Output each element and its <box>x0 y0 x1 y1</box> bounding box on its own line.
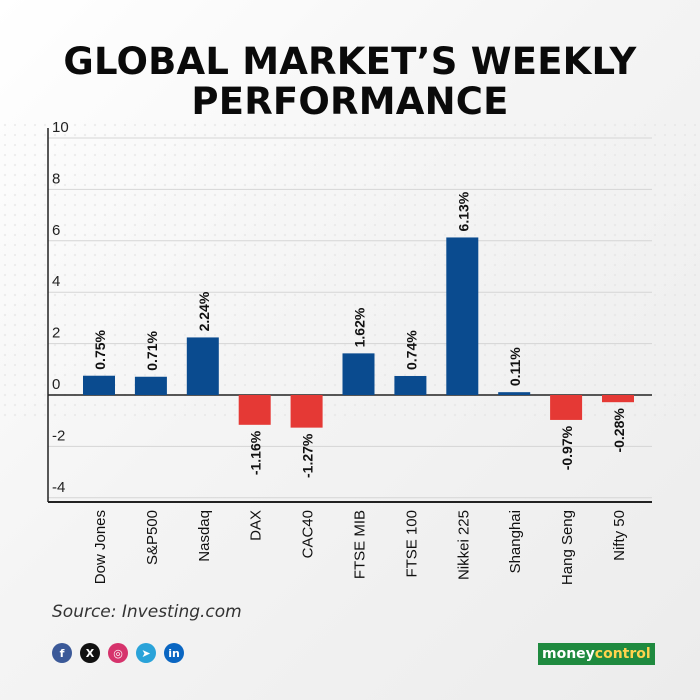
telegram-icon[interactable]: ➤ <box>136 643 156 663</box>
x-tick-label: FTSE MIB <box>352 510 369 579</box>
facebook-icon[interactable]: f <box>52 643 72 663</box>
x-tick-label: Nasdaq <box>196 510 213 562</box>
data-label: -0.97% <box>559 425 575 470</box>
bar <box>134 376 167 395</box>
bar <box>290 395 323 428</box>
y-tick-label: -4 <box>52 479 65 496</box>
y-tick-label: 0 <box>52 376 60 393</box>
x-tick-label: DAX <box>248 510 265 541</box>
chart-title: GLOBAL MARKET’S WEEKLY PERFORMANCE <box>63 40 637 123</box>
bar <box>602 395 634 403</box>
x-tick-label: Shanghai <box>507 510 524 573</box>
y-tick-label: 8 <box>52 170 60 187</box>
data-label: -1.16% <box>248 430 264 475</box>
data-label: 0.74% <box>403 330 419 370</box>
data-label: 0.75% <box>92 329 108 369</box>
source-note: Source: Investing.com <box>52 602 242 622</box>
linkedin-icon[interactable]: in <box>164 643 184 663</box>
x-tick-label: CAC40 <box>300 510 317 558</box>
y-tick-label: 10 <box>52 119 69 136</box>
bar <box>394 375 427 395</box>
data-label: 0.11% <box>507 347 523 386</box>
x-tick-label: Nifty 50 <box>611 510 628 561</box>
bar <box>83 375 115 395</box>
bar <box>498 392 531 395</box>
data-label: 1.62% <box>352 307 368 347</box>
data-label: -0.28% <box>611 408 627 453</box>
moneycontrol-logo[interactable]: money control <box>538 643 655 665</box>
x-tick-label: Nikkei 225 <box>455 510 472 580</box>
y-tick-label: 6 <box>52 222 60 239</box>
social-links: f X ◎ ➤ in <box>52 643 184 663</box>
x-tick-label: Hang Seng <box>559 510 576 585</box>
bar <box>446 237 479 395</box>
data-label: 0.71% <box>144 331 160 371</box>
x-tick-label: Dow Jones <box>92 510 109 584</box>
x-tick-label: FTSE 100 <box>403 510 420 578</box>
bar <box>186 337 219 395</box>
instagram-icon[interactable]: ◎ <box>108 643 128 663</box>
data-label: -1.27% <box>300 433 316 478</box>
x-icon[interactable]: X <box>80 643 100 663</box>
x-tick-label: S&P500 <box>144 510 161 565</box>
bar <box>238 395 271 425</box>
y-tick-label: 4 <box>52 273 60 290</box>
bar <box>550 395 583 420</box>
y-tick-label: -2 <box>52 427 65 444</box>
data-label: 2.24% <box>196 291 212 331</box>
bar <box>342 353 375 395</box>
data-label: 6.13% <box>455 191 471 231</box>
y-tick-label: 2 <box>52 325 60 342</box>
